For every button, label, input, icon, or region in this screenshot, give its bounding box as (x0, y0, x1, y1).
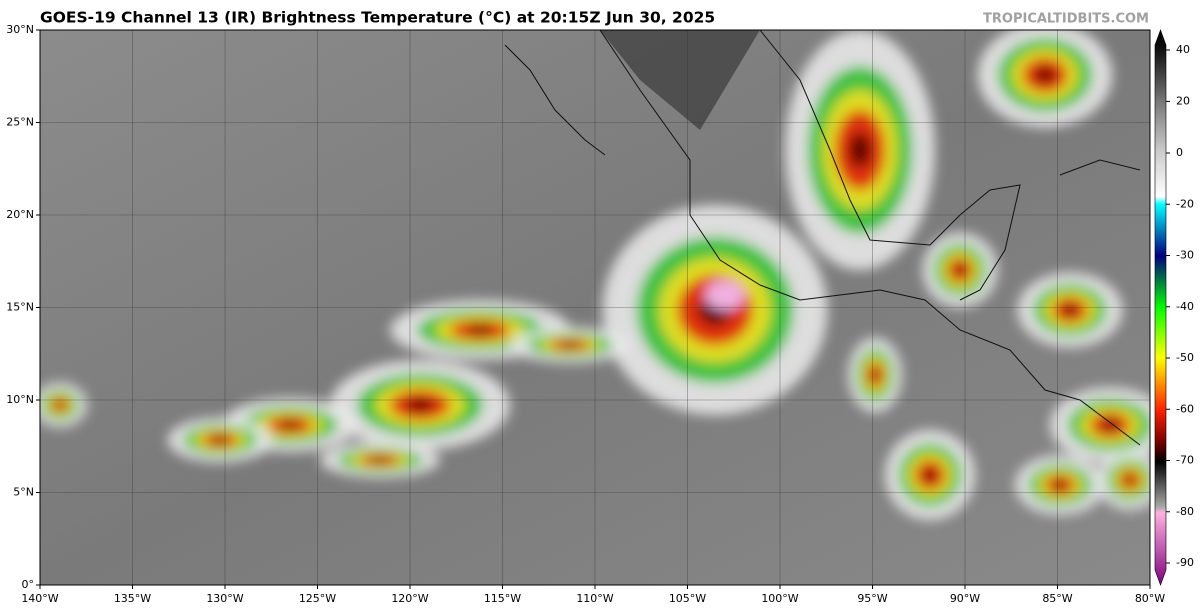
labels: 30°N 25°N 20°N 15°N 10°N 5°N 0°140°W 135°W 130°W… (6, 23, 1194, 605)
land (490, 30, 760, 130)
cloud (1035, 67, 1055, 83)
cloud (871, 369, 879, 381)
coastline (504, 44, 606, 156)
cloud (1053, 480, 1067, 490)
lat-label: 20°N (6, 208, 34, 221)
lat-label: 15°N (6, 301, 34, 314)
cloud (371, 457, 389, 463)
cloud (849, 132, 871, 168)
lon-label: 85°W (1042, 592, 1072, 605)
lon-label: 105°W (669, 592, 706, 605)
colorbar-label: -90 (1176, 556, 1194, 569)
colorbar-label: 40 (1176, 43, 1190, 56)
colorbar-label: -20 (1176, 197, 1194, 210)
imagery (40, 30, 1150, 585)
credit: TROPICALTIDBITS.COM (983, 12, 1149, 27)
colorbar-label: 0 (1176, 146, 1183, 159)
cloud (1062, 304, 1078, 316)
colorbar-label: -40 (1176, 300, 1194, 313)
lon-label: 95°W (857, 592, 887, 605)
lon-label: 90°W (950, 592, 980, 605)
lon-label: 110°W (576, 592, 613, 605)
cloud (212, 436, 228, 444)
graticule (40, 30, 1150, 585)
map-title: GOES-19 Channel 13 (IR) Brightness Tempe… (40, 9, 715, 27)
lat-label: 0° (22, 578, 35, 591)
colorbar-label: -60 (1176, 402, 1194, 415)
coastline (599, 30, 1141, 446)
colorbar (1154, 29, 1167, 586)
lat-label: 10°N (6, 393, 34, 406)
eye-wall (705, 280, 745, 310)
lon-label: 100°W (761, 592, 798, 605)
lon-label: 80°W (1135, 592, 1165, 605)
lon-label: 130°W (206, 592, 243, 605)
colorbar-label: -30 (1176, 249, 1194, 262)
cloud (466, 325, 494, 335)
colorbar-label: -70 (1176, 454, 1194, 467)
lon-label: 140°W (21, 592, 58, 605)
colorbar-label: -50 (1176, 351, 1194, 364)
cloud (1101, 419, 1119, 431)
cloud (280, 421, 300, 429)
colorbar-label: -80 (1176, 505, 1194, 518)
colorbar-label: 20 (1176, 94, 1190, 107)
cloud (56, 401, 64, 409)
lon-label: 135°W (114, 592, 151, 605)
lat-label: 25°N (6, 116, 34, 129)
cloud (561, 342, 579, 348)
lon-label: 125°W (299, 592, 336, 605)
cloud (406, 398, 434, 412)
cloud (954, 264, 966, 276)
lat-label: 5°N (13, 486, 34, 499)
lon-label: 120°W (391, 592, 428, 605)
cloud (923, 468, 937, 482)
coastline (759, 30, 1021, 301)
lon-label: 115°W (484, 592, 521, 605)
lat-label: 30°N (6, 23, 34, 36)
coastline (1059, 159, 1141, 176)
cloud (1125, 475, 1135, 485)
